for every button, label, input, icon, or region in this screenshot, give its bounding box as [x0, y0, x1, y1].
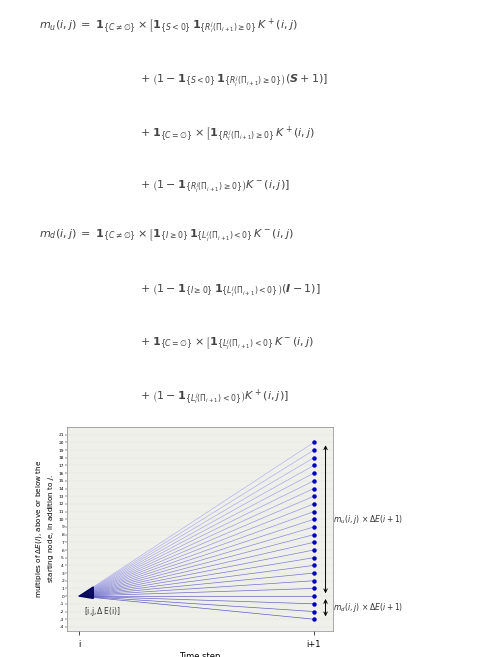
Text: $\qquad\quad+\left(1-\mathbf{1}_{\{S<0\}}\,\mathbf{1}_{\{R_i^j(\Pi_{i+1})\geq 0\: $\qquad\quad+\left(1-\mathbf{1}_{\{S<0\}… [106, 72, 328, 88]
Text: $\qquad\quad+\left(1-\mathbf{1}_{\{R_i^j(\Pi_{i+1})\geq 0\}}\right)K^-(i,j)\left: $\qquad\quad+\left(1-\mathbf{1}_{\{R_i^j… [106, 177, 290, 194]
Polygon shape [79, 587, 94, 599]
Text: $m_u(i,j)\;=\;\mathbf{1}_{\{C\neq\emptyset\}}\times\left[\mathbf{1}_{\{S<0\}}\,\: $m_u(i,j)\;=\;\mathbf{1}_{\{C\neq\emptys… [39, 17, 297, 36]
Text: [i,j,$\Delta$ E(i)]: [i,j,$\Delta$ E(i)] [84, 605, 121, 618]
Text: $m_u(i,j)\;\times\Delta E(i+1)$: $m_u(i,j)\;\times\Delta E(i+1)$ [333, 512, 403, 526]
Text: $\qquad\quad+\mathbf{1}_{\{C=\emptyset\}}\times\left[\mathbf{1}_{\{L_i^j(\Pi_{i+: $\qquad\quad+\mathbf{1}_{\{C=\emptyset\}… [106, 335, 314, 351]
Text: $\qquad\quad+\left(1-\mathbf{1}_{\{L_i^j(\Pi_{i+1})<0\}}\right)K^+(i,j)\left.\ri: $\qquad\quad+\left(1-\mathbf{1}_{\{L_i^j… [106, 388, 289, 407]
Text: $m_d(i,j)\;=\;\mathbf{1}_{\{C\neq\emptyset\}}\times\left[\mathbf{1}_{\{I\geq 0\}: $m_d(i,j)\;=\;\mathbf{1}_{\{C\neq\emptys… [39, 227, 293, 243]
Text: $\qquad\quad+\mathbf{1}_{\{C=\emptyset\}}\times\left[\mathbf{1}_{\{R_i^j(\Pi_{i+: $\qquad\quad+\mathbf{1}_{\{C=\emptyset\}… [106, 125, 315, 144]
X-axis label: Time step: Time step [179, 652, 221, 657]
Text: $m_d(i,j)\;\times\Delta E(i+1)$: $m_d(i,j)\;\times\Delta E(i+1)$ [333, 601, 403, 614]
Y-axis label: multiples of $\Delta E(i)$, above or below the
starting node, in addition to $j$: multiples of $\Delta E(i)$, above or bel… [34, 460, 55, 598]
Text: $\qquad\quad+\left(1-\mathbf{1}_{\{I\geq 0\}}\,\mathbf{1}_{\{L_i^j(\Pi_{i+1})<0\: $\qquad\quad+\left(1-\mathbf{1}_{\{I\geq… [106, 282, 321, 298]
